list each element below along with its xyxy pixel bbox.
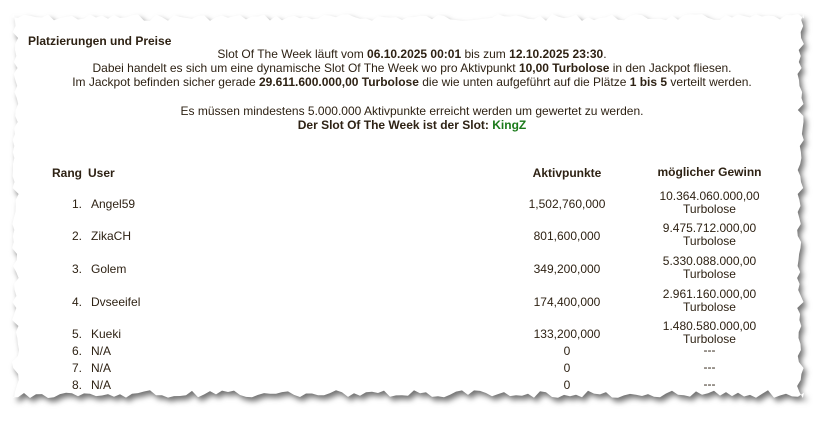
user-name: Dvseeifel — [91, 295, 141, 309]
text: in den Jackpot fliesen. — [609, 61, 732, 75]
info-period: Slot Of The Week läuft vom 06.10.2025 00… — [12, 47, 804, 61]
points: 349,200,000 — [533, 262, 601, 276]
table-row: 2. ZikaCH 801,600,000 9.475.712.000,00 Tu… — [12, 222, 804, 248]
user-name: N/A — [91, 344, 112, 358]
prize-unit: Turbolose — [683, 332, 736, 346]
user-name: Angel59 — [91, 197, 136, 211]
header-user: User — [88, 166, 115, 180]
prize-amount: 1.480.580.000,00 — [662, 319, 757, 333]
rank: 4. — [71, 295, 82, 309]
table-row: 6. N/A 0 --- — [12, 344, 804, 359]
user-name: ZikaCH — [91, 229, 132, 243]
prize: 1.480.580.000,00 Turbolose — [632, 320, 787, 346]
prize: --- — [632, 344, 787, 357]
start-date: 06.10.2025 00:01 — [367, 47, 462, 61]
text: die wie unten aufgeführt auf die Plätze — [418, 75, 630, 89]
section-title: Platzierungen und Preise — [28, 34, 172, 48]
table-row: 7. N/A 0 --- — [12, 361, 804, 376]
table-row: 1. Angel59 1,502,760,000 10.364.060.000,… — [12, 190, 804, 216]
text: Der Slot Of The Week ist der Slot: — [297, 118, 493, 132]
text: . — [603, 47, 607, 61]
prize-unit: Turbolose — [683, 300, 736, 314]
rank: 3. — [71, 262, 82, 276]
info-slot: Der Slot Of The Week ist der Slot: KingZ — [12, 118, 804, 132]
prize: --- — [632, 378, 787, 391]
info-jackpot: Im Jackpot befinden sicher gerade 29.611… — [12, 75, 804, 89]
prize: 9.475.712.000,00 Turbolose — [632, 222, 787, 248]
jackpot-amount: 29.611.600.000,00 Turbolose — [259, 75, 419, 89]
prize: 10.364.060.000,00 Turbolose — [632, 190, 787, 216]
table-row: 8. N/A 0 --- — [12, 378, 804, 393]
prize-amount: --- — [703, 377, 716, 391]
prize-places: 1 bis 5 — [629, 75, 668, 89]
prize-amount: 2.961.160.000,00 — [662, 287, 757, 301]
text: Slot Of The Week läuft vom — [217, 47, 368, 61]
rank: 6. — [71, 344, 82, 358]
table-row: 5. Kueki 133,200,000 1.480.580.000,00 Tur… — [12, 320, 804, 346]
points: 0 — [563, 344, 571, 358]
rank: 2. — [71, 229, 82, 243]
table-header: Rang User Aktivpunkte möglicher Gewinn — [12, 166, 804, 181]
user-name: Golem — [91, 262, 127, 276]
text: verteilt werden. — [667, 75, 752, 89]
rankings-panel: Platzierungen und Preise Slot Of The Wee… — [12, 14, 804, 398]
rate: 10,00 Turbolose — [518, 61, 610, 75]
table-row: 3. Golem 349,200,000 5.330.088.000,00 Tur… — [12, 255, 804, 281]
text: Im Jackpot befinden sicher gerade — [72, 75, 259, 89]
points: 0 — [563, 361, 571, 375]
info-rate: Dabei handelt es sich um eine dynamische… — [12, 61, 804, 75]
prize-unit: Turbolose — [683, 234, 736, 248]
header-rang: Rang — [52, 166, 82, 180]
rank: 8. — [71, 378, 82, 392]
prize-amount: --- — [703, 360, 716, 374]
prize-amount: 10.364.060.000,00 — [659, 189, 760, 203]
slot-name: KingZ — [492, 118, 527, 132]
info-minimum: Es müssen mindestens 5.000.000 Aktivpunk… — [180, 104, 644, 118]
points: 174,400,000 — [533, 295, 601, 309]
prize-amount: --- — [703, 343, 716, 357]
text: bis zum — [461, 47, 510, 61]
end-date: 12.10.2025 23:30 — [509, 47, 604, 61]
points: 133,200,000 — [533, 327, 601, 341]
rank: 7. — [71, 361, 82, 375]
prize: --- — [632, 361, 787, 374]
prize: 2.961.160.000,00 Turbolose — [632, 288, 787, 314]
user-name: N/A — [91, 378, 112, 392]
user-name: N/A — [91, 361, 112, 375]
header-prize: möglicher Gewinn — [657, 165, 762, 179]
text: Dabei handelt es sich um eine dynamische… — [92, 61, 519, 75]
points: 801,600,000 — [533, 229, 601, 243]
table-row: 4. Dvseeifel 174,400,000 2.961.160.000,0… — [12, 288, 804, 314]
header-points: Aktivpunkte — [532, 166, 602, 180]
prize-amount: 5.330.088.000,00 — [662, 254, 757, 268]
user-name: Kueki — [91, 327, 122, 341]
prize-unit: Turbolose — [683, 267, 736, 281]
prize: 5.330.088.000,00 Turbolose — [632, 255, 787, 281]
rank: 1. — [71, 197, 82, 211]
points: 1,502,760,000 — [528, 197, 606, 211]
rank: 5. — [71, 327, 82, 341]
prize-unit: Turbolose — [683, 202, 736, 216]
points: 0 — [563, 378, 571, 392]
prize-amount: 9.475.712.000,00 — [662, 221, 757, 235]
